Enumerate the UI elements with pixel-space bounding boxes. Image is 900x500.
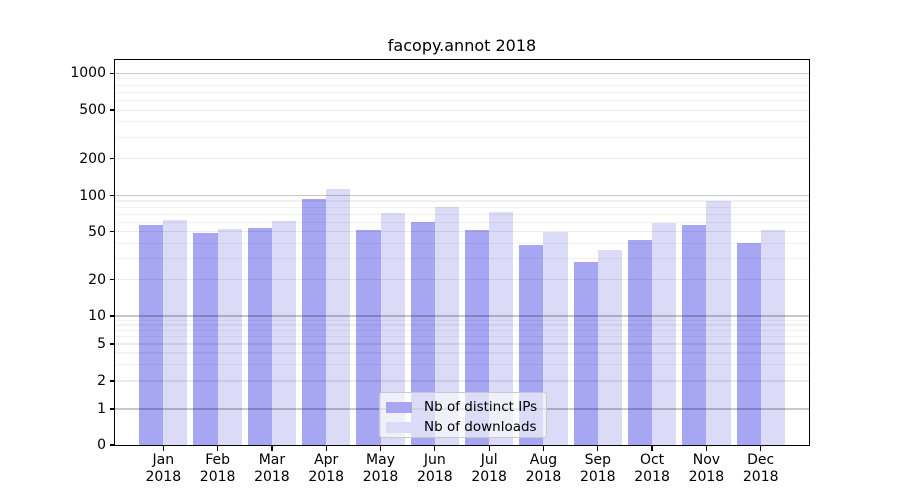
y-tick-label-50: 50 <box>88 223 106 240</box>
y-tick-mark-500 <box>109 109 114 111</box>
y-tick-label-10: 10 <box>88 308 106 324</box>
bar-dec-series0 <box>736 243 761 445</box>
y-tick-mark-50 <box>109 231 114 233</box>
gridline-200 <box>115 158 809 160</box>
legend-swatch-distinct-ips <box>386 401 412 413</box>
gridline-700 <box>115 91 809 93</box>
gridline-900 <box>115 78 809 80</box>
gridline-100 <box>115 194 809 197</box>
gridline-800 <box>115 84 809 86</box>
gridline-90 <box>115 200 809 202</box>
y-tick-label-1000: 1000 <box>70 65 106 82</box>
bar-mar-series1 <box>271 220 297 445</box>
legend-swatch-downloads <box>386 421 412 433</box>
x-tick-mark-7 <box>488 446 490 451</box>
gridline-500 <box>115 109 809 111</box>
bar-feb-series1 <box>217 228 242 445</box>
x-tick-label-oct: Oct 2018 <box>634 452 670 485</box>
x-tick-mark-2 <box>217 446 219 451</box>
gridline-80 <box>115 206 809 208</box>
bar-nov-series0 <box>682 224 707 445</box>
y-tick-label-0: 0 <box>97 437 106 453</box>
x-tick-label-jun: Jun 2018 <box>417 452 453 485</box>
legend-label-downloads: Nb of downloads <box>424 419 537 435</box>
bar-jan-series0 <box>139 224 164 445</box>
legend: Nb of distinct IPs Nb of downloads <box>379 392 547 438</box>
y-tick-mark-1 <box>109 408 114 410</box>
bar-apr-series1 <box>326 189 351 445</box>
x-tick-label-aug: Aug 2018 <box>525 452 562 485</box>
bar-jan-series1 <box>163 219 188 445</box>
y-tick-mark-0 <box>109 444 114 446</box>
y-tick-label-2: 2 <box>97 373 106 389</box>
y-tick-mark-10 <box>109 315 114 317</box>
bar-may-series0 <box>356 229 381 445</box>
y-tick-mark-20 <box>109 279 114 281</box>
x-tick-mark-3 <box>271 446 273 451</box>
legend-item-distinct-ips: Nb of distinct IPs <box>386 398 546 416</box>
gridline-400 <box>115 121 809 123</box>
chart-title: facopy.annot 2018 <box>387 36 537 55</box>
gridline-1000 <box>115 72 809 74</box>
legend-label-distinct-ips: Nb of distinct IPs <box>424 399 538 415</box>
y-tick-mark-5 <box>109 343 114 345</box>
x-tick-label-jan: Jan 2018 <box>145 452 182 485</box>
bar-oct-series0 <box>627 239 653 445</box>
x-tick-label-mar: Mar 2018 <box>254 452 290 485</box>
gridline-600 <box>115 99 809 101</box>
bar-sep-series1 <box>597 250 622 445</box>
bar-nov-series1 <box>706 201 731 445</box>
x-tick-label-nov: Nov 2018 <box>688 452 725 485</box>
bar-feb-series0 <box>193 232 218 445</box>
x-tick-mark-11 <box>705 446 707 451</box>
y-tick-label-1: 1 <box>97 401 106 417</box>
y-tick-label-200: 200 <box>79 150 106 167</box>
plot-area <box>115 60 809 445</box>
y-tick-label-5: 5 <box>97 335 106 352</box>
y-tick-label-100: 100 <box>79 187 106 204</box>
x-tick-mark-10 <box>651 446 653 451</box>
bar-dec-series1 <box>760 229 785 445</box>
x-tick-label-apr: Apr 2018 <box>308 452 345 485</box>
y-tick-label-500: 500 <box>79 102 106 119</box>
bar-mar-series0 <box>247 227 272 445</box>
y-tick-mark-1000 <box>109 72 114 74</box>
gridline-70 <box>115 213 809 215</box>
x-tick-mark-8 <box>542 446 545 451</box>
x-tick-mark-4 <box>325 446 327 451</box>
x-tick-label-jul: Jul 2018 <box>471 452 507 485</box>
x-tick-mark-9 <box>597 446 599 451</box>
bar-apr-series0 <box>302 199 327 445</box>
x-tick-label-feb: Feb 2018 <box>199 452 236 485</box>
y-tick-mark-200 <box>109 158 114 160</box>
gridline-300 <box>115 136 809 138</box>
bar-sep-series0 <box>573 262 598 445</box>
x-tick-mark-1 <box>162 446 164 451</box>
y-tick-label-20: 20 <box>88 271 106 288</box>
x-tick-label-sep: Sep 2018 <box>579 452 616 485</box>
x-tick-mark-6 <box>434 446 436 451</box>
y-tick-mark-100 <box>109 194 114 197</box>
x-tick-mark-12 <box>760 446 762 451</box>
legend-item-downloads: Nb of downloads <box>386 418 546 436</box>
y-tick-mark-2 <box>109 380 114 382</box>
gridline-60 <box>115 221 809 223</box>
bar-aug-series1 <box>543 231 568 445</box>
bar-oct-series1 <box>652 223 677 445</box>
x-tick-label-may: May 2018 <box>362 452 399 485</box>
x-tick-mark-5 <box>379 446 382 451</box>
x-tick-label-dec: Dec 2018 <box>742 452 779 485</box>
